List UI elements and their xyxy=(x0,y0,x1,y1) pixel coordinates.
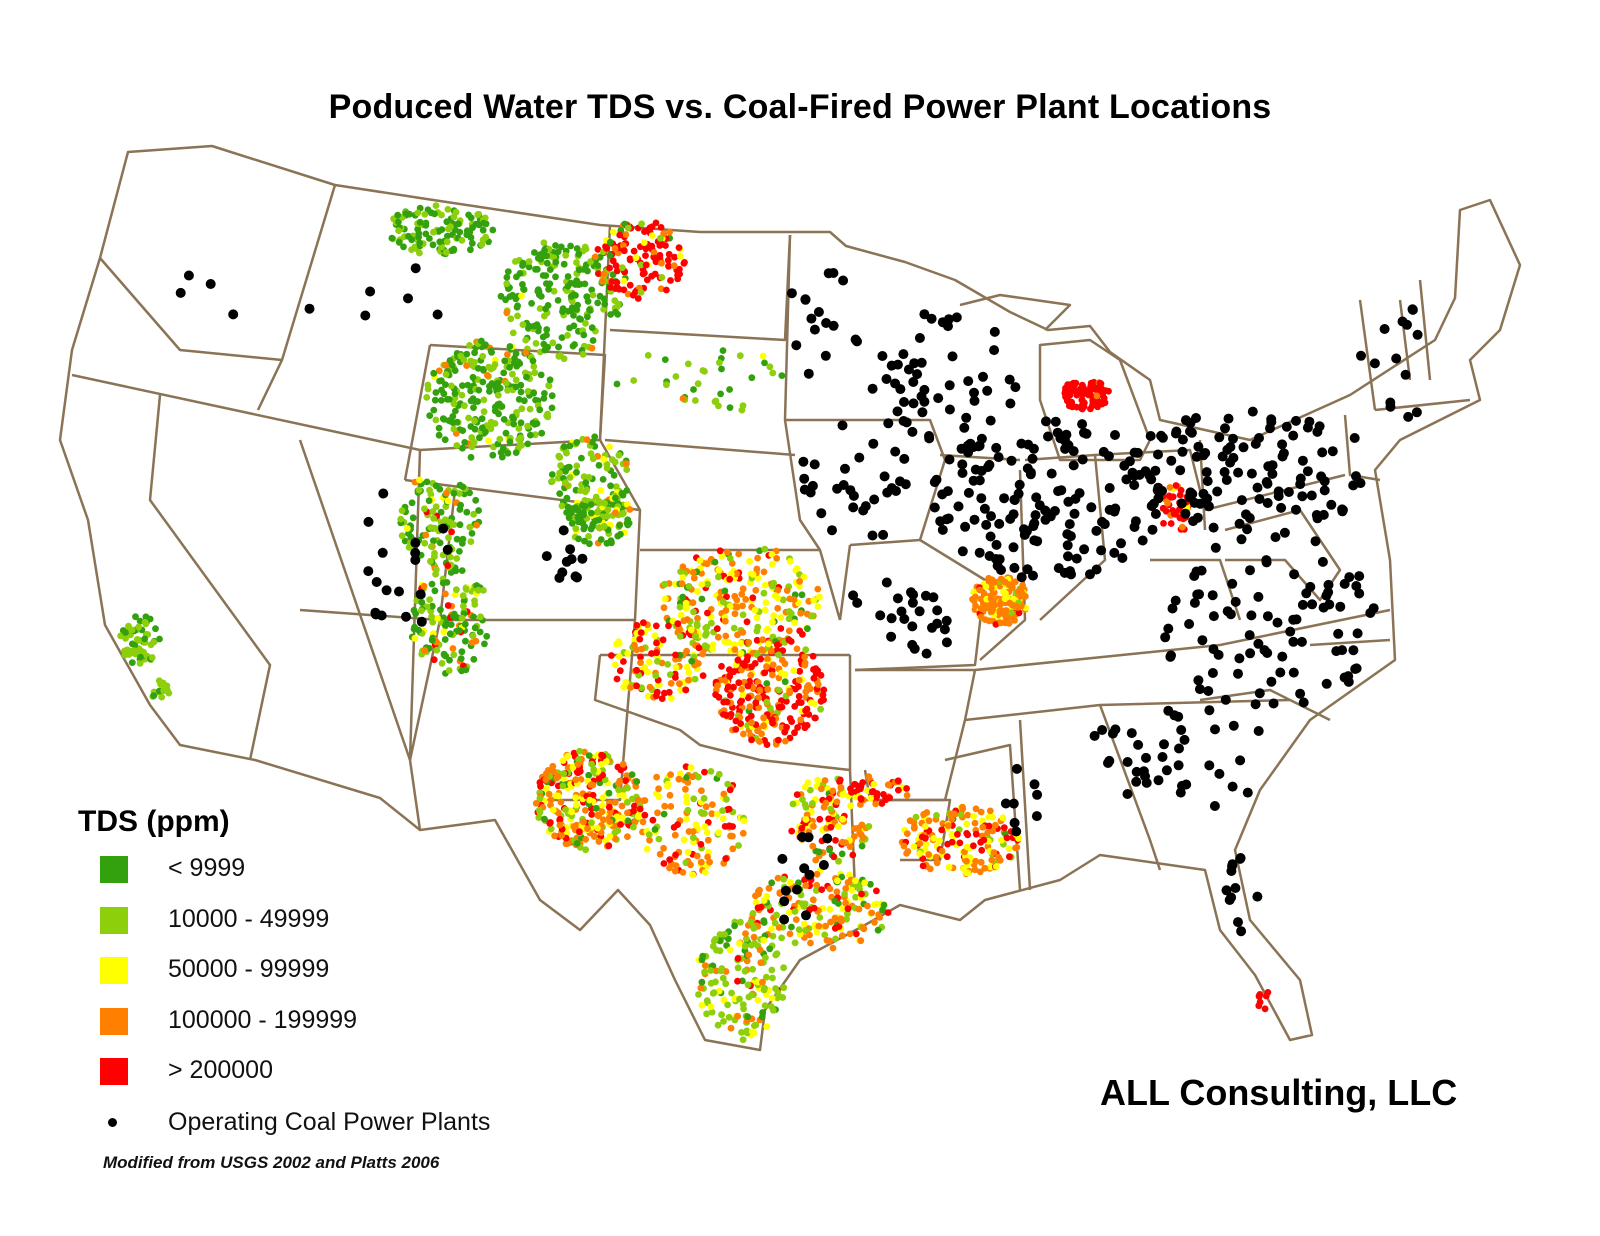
legend-label: < 9999 xyxy=(168,854,246,882)
swatch-red xyxy=(100,1058,128,1085)
swatch-yellow xyxy=(100,957,128,984)
source-note: Modified from USGS 2002 and Platts 2006 xyxy=(103,1153,440,1172)
legend-label: 50000 - 99999 xyxy=(168,955,330,983)
state-borders xyxy=(58,144,1522,1052)
swatch-green xyxy=(100,856,128,883)
map-title: Poduced Water TDS vs. Coal-Fired Power P… xyxy=(328,88,1272,126)
credit-label: ALL Consulting, LLC xyxy=(1100,1072,1458,1113)
tds-points xyxy=(117,202,1272,1044)
swatch-light-green xyxy=(100,907,128,934)
coal-plant-points xyxy=(175,263,1423,937)
legend-title: TDS (ppm) xyxy=(78,805,230,838)
legend: TDS (ppm) xyxy=(78,805,230,839)
legend-label: 100000 - 199999 xyxy=(168,1006,358,1034)
legend-label: Operating Coal Power Plants xyxy=(168,1108,491,1136)
legend-label: 10000 - 49999 xyxy=(168,905,330,933)
us-outline xyxy=(58,144,1522,1052)
plant-dot-icon xyxy=(108,1118,117,1127)
swatch-orange xyxy=(100,1008,128,1035)
legend-label: > 200000 xyxy=(168,1056,273,1084)
